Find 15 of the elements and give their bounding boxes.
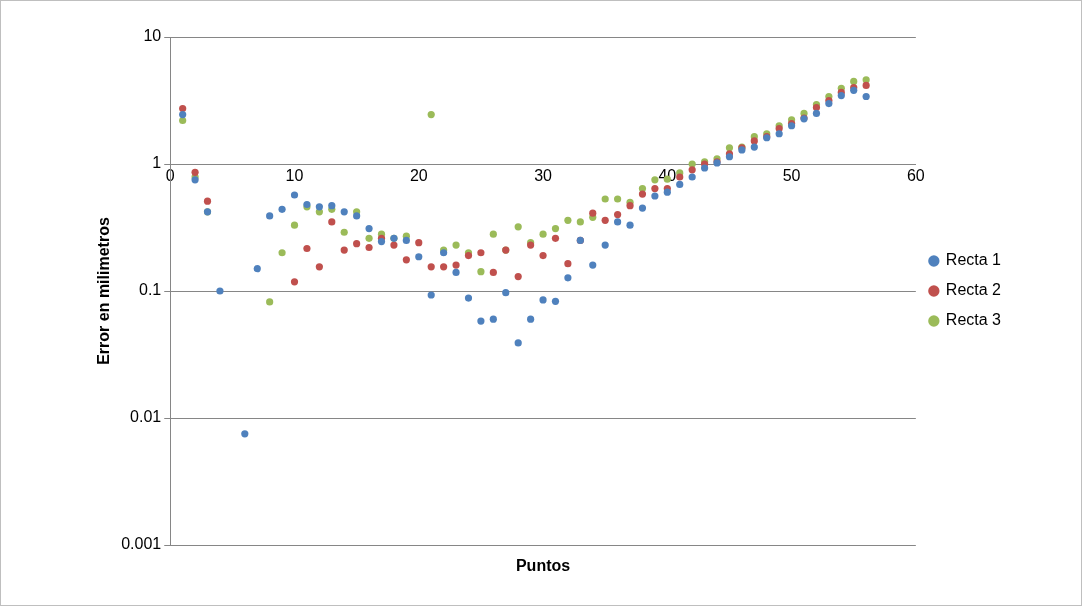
y-tick-label: 0.01 <box>130 408 162 426</box>
x-tick-label: 30 <box>534 167 553 185</box>
x-tick-label: 50 <box>782 167 801 185</box>
x-tick-label: 60 <box>906 167 925 185</box>
y-tick-label: 0.001 <box>121 535 162 553</box>
legend-label: Recta 2 <box>945 281 1002 299</box>
x-tick-label: 20 <box>409 167 428 185</box>
x-axis-title: Puntos <box>515 557 571 575</box>
legend-label: Recta 3 <box>945 311 1002 329</box>
y-axis-title: Error en milimetros <box>95 217 113 365</box>
legend-label: Recta 1 <box>945 251 1002 269</box>
y-tick-label: 1 <box>152 154 162 172</box>
x-tick-label: 10 <box>285 167 304 185</box>
y-tick-label: 10 <box>143 27 162 45</box>
y-tick-label: 0.1 <box>138 281 162 299</box>
